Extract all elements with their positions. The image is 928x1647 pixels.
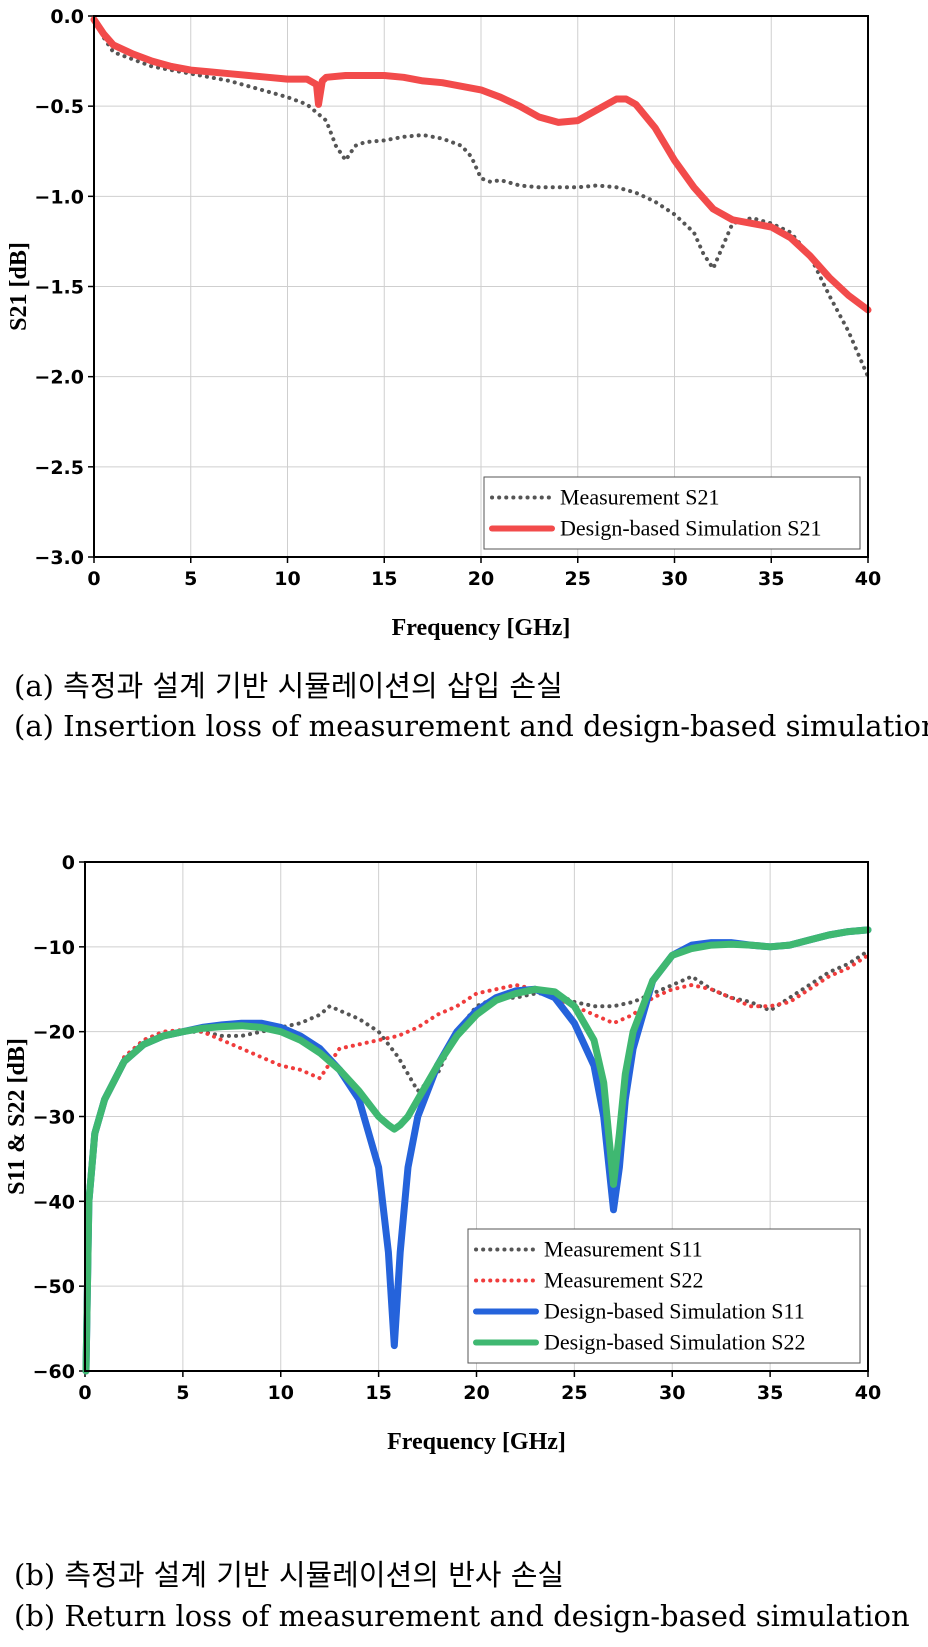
legend-box — [483, 476, 861, 550]
legend-label-measurement-s11: Measurement S11 — [544, 1237, 703, 1262]
y-tick-label: 0.0 — [50, 6, 84, 28]
caption-a-english: (a) Insertion loss of measurement and de… — [14, 709, 928, 743]
x-tick-label: 40 — [855, 568, 881, 590]
grid-lines — [93, 15, 869, 558]
y-ticks: 0 −10 −20 −30 −40 −50 −60 — [33, 852, 85, 1383]
x-tick-label: 5 — [176, 1382, 189, 1404]
return-loss-chart: 0 5 10 15 20 25 30 35 40 0 −10 −20 −30 −40 −50 −60 Mea… — [4, 852, 881, 1455]
x-ticks: 0 5 10 15 20 25 30 35 40 — [78, 1371, 881, 1404]
x-tick-label: 15 — [371, 568, 397, 590]
x-tick-label: 20 — [468, 568, 494, 590]
x-tick-label: 20 — [463, 1382, 489, 1404]
series-line-measurement-s21 — [92, 17, 870, 379]
legend-label-measurement-s21: Measurement S21 — [560, 485, 719, 510]
series-line-design-based-simulation-s22 — [82, 926, 872, 1375]
legend: Measurement S11 Measurement S22 Design-bas… — [467, 1228, 861, 1364]
legend-label-design-based-simulation-s22: Design-based Simulation S22 — [544, 1330, 806, 1355]
y-axis-label: S11 & S22 [dB] — [4, 1038, 30, 1195]
y-axis-label: S21 [dB] — [6, 242, 32, 331]
legend-label-measurement-s22: Measurement S22 — [544, 1268, 703, 1293]
x-tick-label: 35 — [757, 1382, 783, 1404]
y-tick-label: −2.5 — [34, 457, 84, 479]
x-tick-label: 25 — [565, 568, 591, 590]
x-tick-label: 5 — [184, 568, 197, 590]
x-tick-label: 30 — [659, 1382, 685, 1404]
series-line-design-based-simulation-s21 — [90, 16, 872, 314]
series-line-measurement-s22 — [84, 953, 870, 1373]
x-tick-label: 30 — [661, 568, 687, 590]
x-tick-label: 0 — [87, 568, 100, 590]
x-axis-label: Frequency [GHz] — [392, 615, 571, 641]
y-tick-label: −60 — [33, 1361, 75, 1383]
y-tick-label: −50 — [33, 1276, 75, 1298]
caption-b-english: (b) Return loss of measurement and desig… — [14, 1599, 910, 1633]
x-axis-label: Frequency [GHz] — [387, 1429, 566, 1455]
x-tick-label: 10 — [268, 1382, 294, 1404]
y-tick-label: −0.5 — [34, 96, 84, 118]
plot-frame — [93, 15, 869, 558]
y-tick-label: −30 — [33, 1107, 75, 1129]
x-ticks: 0 5 10 15 20 25 30 35 40 — [87, 557, 881, 590]
y-ticks: 0.0 −0.5 −1.0 −1.5 −2.0 −2.5 −3.0 — [34, 6, 94, 569]
insertion-loss-chart: 0 5 10 15 20 25 30 35 40 0.0 −0.5 −1.0 −1.5 −2.0 −2.5… — [6, 6, 881, 641]
caption-b-korean: (b) 측정과 설계 기반 시뮬레이션의 반사 손실 — [14, 1558, 565, 1592]
x-tick-label: 15 — [365, 1382, 391, 1404]
y-tick-label: −40 — [33, 1191, 75, 1213]
y-tick-label: −3.0 — [34, 547, 84, 569]
x-tick-label: 0 — [78, 1382, 91, 1404]
x-tick-label: 10 — [274, 568, 300, 590]
y-tick-label: −1.5 — [34, 277, 84, 299]
y-tick-label: −20 — [33, 1022, 75, 1044]
y-tick-label: −1.0 — [34, 186, 84, 208]
x-tick-label: 25 — [561, 1382, 587, 1404]
y-tick-label: −10 — [33, 937, 75, 959]
caption-a-korean: (a) 측정과 설계 기반 시뮬레이션의 삽입 손실 — [14, 669, 563, 703]
y-tick-label: −2.0 — [34, 367, 84, 389]
series-lines — [90, 16, 872, 379]
series-lines — [82, 926, 872, 1375]
plot-frame — [84, 861, 869, 1372]
x-tick-label: 35 — [758, 568, 784, 590]
legend-label-design-based-simulation-s21: Design-based Simulation S21 — [560, 516, 822, 541]
y-tick-label: 0 — [62, 852, 75, 874]
legend-label-design-based-simulation-s11: Design-based Simulation S11 — [544, 1299, 805, 1324]
x-tick-label: 40 — [855, 1382, 881, 1404]
legend: Measurement S21 Design-based Simulation S… — [483, 476, 861, 550]
